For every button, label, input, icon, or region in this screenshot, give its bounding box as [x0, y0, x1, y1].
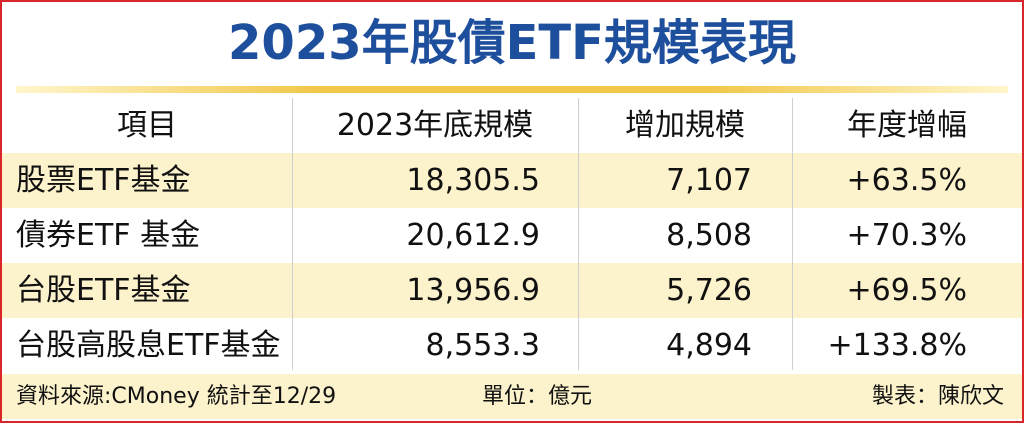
- cell-value: 20,612.9: [406, 218, 540, 253]
- cell-value: +70.3%: [846, 218, 967, 253]
- column-divider: [792, 98, 793, 370]
- cell-value: 8,508: [666, 218, 752, 253]
- title-rule: [16, 86, 1008, 93]
- cell-value: 5,726: [666, 273, 752, 308]
- cell-value: 13,956.9: [406, 273, 540, 308]
- unit: 單位：億元: [482, 384, 593, 409]
- cell-value: 4,894: [666, 328, 752, 363]
- table-row: 台股高股息ETF基金 8,553.3 4,894 +133.8%: [2, 318, 1022, 373]
- column-header: 年度增幅: [847, 108, 967, 143]
- footer: 資料來源:CMoney 統計至12/29 單位：億元 製表：陳欣文: [2, 374, 1022, 419]
- row-label: 台股高股息ETF基金: [16, 328, 281, 363]
- column-divider: [292, 98, 293, 370]
- source: 資料來源:CMoney 統計至12/29: [16, 384, 337, 409]
- cell-value: +69.5%: [846, 273, 967, 308]
- table-row: 股票ETF基金 18,305.5 7,107 +63.5%: [2, 153, 1022, 208]
- table-row: 台股ETF基金 13,956.9 5,726 +69.5%: [2, 263, 1022, 318]
- table-row: 債券ETF 基金 20,612.9 8,508 +70.3%: [2, 208, 1022, 263]
- credit: 製表：陳欣文: [871, 384, 1004, 409]
- cell-value: 8,553.3: [425, 328, 540, 363]
- column-header: 項目: [117, 108, 177, 143]
- row-label: 債券ETF 基金: [16, 218, 201, 253]
- cell-value: 18,305.5: [406, 163, 540, 198]
- column-header: 2023年底規模: [336, 108, 534, 143]
- cell-value: +133.8%: [827, 328, 967, 363]
- row-label: 股票ETF基金: [16, 163, 191, 198]
- column-divider: [578, 98, 579, 370]
- row-label: 台股ETF基金: [16, 273, 191, 308]
- column-header: 增加規模: [625, 108, 745, 143]
- title: 2023年股債ETF規模表現: [228, 15, 796, 71]
- cell-value: +63.5%: [846, 163, 967, 198]
- cell-value: 7,107: [666, 163, 752, 198]
- header-row: 項目 2023年底規模 增加規模 年度增幅: [2, 98, 1022, 153]
